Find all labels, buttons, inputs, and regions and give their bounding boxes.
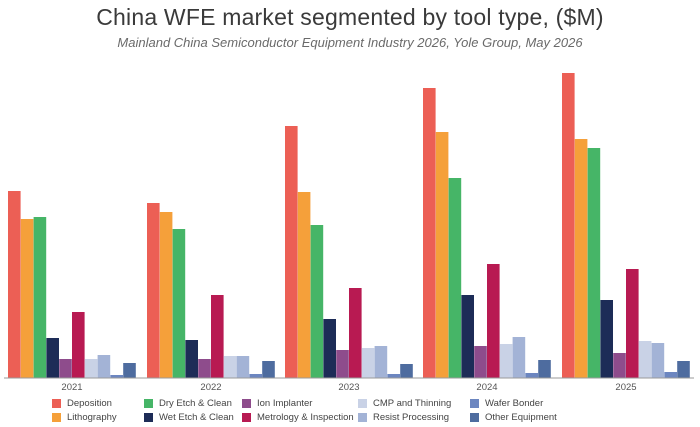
x-tick-label-2025: 2025 (615, 382, 636, 393)
bar-2023-dry-etch-clean (310, 225, 324, 378)
x-tick-label-2021: 2021 (61, 382, 82, 393)
bar-2024-lithography (435, 132, 449, 378)
bar-2025-wet-etch-clean (600, 300, 613, 378)
legend-item-resist-processing: Resist Processing (358, 410, 470, 424)
bar-2022-wafer-bonder (249, 374, 262, 378)
legend-item-ion-implanter: Ion Implanter (242, 396, 358, 410)
legend-item-wet-etch-clean: Wet Etch & Clean (144, 410, 242, 424)
legend-label: Wet Etch & Clean (159, 411, 234, 423)
chart-title: China WFE market segmented by tool type,… (96, 4, 604, 30)
bars-group (8, 73, 690, 378)
legend-label: Resist Processing (373, 411, 450, 423)
bar-2024-deposition (423, 88, 436, 378)
bar-2023-wafer-bonder (387, 374, 400, 378)
bar-2025-resist-processing (651, 343, 665, 378)
bar-2022-lithography (159, 212, 173, 378)
bar-2022-ion-implanter (198, 359, 211, 378)
x-tick-labels: 2021 2022 2023 2024 2025 (61, 382, 636, 393)
bar-2023-resist-processing (374, 346, 388, 378)
bar-2023-lithography (297, 192, 311, 378)
bar-2021-deposition (8, 191, 21, 378)
bar-2021-wafer-bonder (110, 375, 123, 378)
bar-2025-cmp-and-thinning (638, 341, 652, 378)
legend-swatch (470, 412, 479, 422)
bar-2024-wet-etch-clean (461, 295, 474, 378)
legend-label: Metrology & Inspection (257, 411, 354, 423)
bar-2023-metrology-inspection (349, 288, 362, 378)
bar-2025-deposition (562, 73, 575, 378)
bar-2023-cmp-and-thinning (361, 348, 375, 378)
bar-2022-other-equipment (262, 361, 275, 378)
bar-2021-metrology-inspection (72, 312, 85, 378)
bar-2022-deposition (147, 203, 160, 378)
legend-swatch (242, 412, 251, 422)
bar-2024-other-equipment (538, 360, 551, 378)
bar-2022-cmp-and-thinning (223, 356, 237, 378)
bar-2023-deposition (285, 126, 298, 378)
bar-2023-other-equipment (400, 364, 413, 378)
bar-2021-lithography (20, 219, 34, 378)
bar-2024-wafer-bonder (525, 373, 538, 378)
bar-2021-wet-etch-clean (46, 338, 59, 378)
legend-swatch (358, 412, 367, 422)
bar-2024-ion-implanter (474, 346, 487, 378)
legend-swatch (358, 398, 367, 408)
x-tick-label-2023: 2023 (338, 382, 359, 393)
bar-2021-other-equipment (123, 363, 136, 378)
legend-label: Deposition (67, 397, 112, 409)
bar-2025-lithography (574, 139, 588, 378)
legend-item-cmp-and-thinning: CMP and Thinning (358, 396, 470, 410)
legend: Deposition Lithography Dry Etch & Clean Wet… (52, 396, 612, 424)
x-tick-label-2024: 2024 (476, 382, 497, 393)
legend-label: Wafer Bonder (485, 397, 544, 409)
bar-2022-dry-etch-clean (172, 229, 186, 378)
chart-subtitle: Mainland China Semiconductor Equipment I… (117, 35, 583, 50)
legend-swatch (52, 398, 61, 408)
legend-label: Ion Implanter (257, 397, 313, 409)
bar-2024-cmp-and-thinning (499, 344, 513, 378)
bar-2023-ion-implanter (336, 350, 349, 378)
x-tick-label-2022: 2022 (200, 382, 221, 393)
legend-item-metrology-inspection: Metrology & Inspection (242, 410, 358, 424)
bar-2024-resist-processing (512, 337, 526, 378)
bar-2021-cmp-and-thinning (84, 359, 98, 378)
bar-2024-metrology-inspection (487, 264, 500, 378)
legend-item-dry-etch-clean: Dry Etch & Clean (144, 396, 242, 410)
legend-item-wafer-bonder: Wafer Bonder (470, 396, 590, 410)
bar-2022-metrology-inspection (211, 295, 224, 378)
bar-2025-ion-implanter (613, 353, 626, 378)
bar-2025-other-equipment (677, 361, 690, 378)
legend-label: Lithography (67, 411, 117, 423)
bar-2025-wafer-bonder (664, 372, 677, 378)
legend-label: CMP and Thinning (373, 397, 452, 409)
bar-2022-resist-processing (236, 356, 250, 378)
bar-2021-resist-processing (97, 355, 111, 378)
legend-item-other-equipment: Other Equipment (470, 410, 590, 424)
bar-2025-dry-etch-clean (587, 148, 601, 378)
legend-swatch (52, 412, 61, 422)
legend-label: Other Equipment (485, 411, 557, 423)
legend-item-deposition: Deposition (52, 396, 144, 410)
bar-2021-ion-implanter (59, 359, 72, 378)
bar-2024-dry-etch-clean (448, 178, 462, 378)
legend-swatch (144, 398, 153, 408)
bar-2025-metrology-inspection (626, 269, 639, 378)
legend-swatch (470, 398, 479, 408)
bar-2023-wet-etch-clean (323, 319, 336, 378)
legend-swatch (242, 398, 251, 408)
legend-label: Dry Etch & Clean (159, 397, 232, 409)
legend-swatch (144, 412, 153, 422)
legend-item-lithography: Lithography (52, 410, 144, 424)
bar-2021-dry-etch-clean (33, 217, 47, 378)
bar-2022-wet-etch-clean (185, 340, 198, 378)
